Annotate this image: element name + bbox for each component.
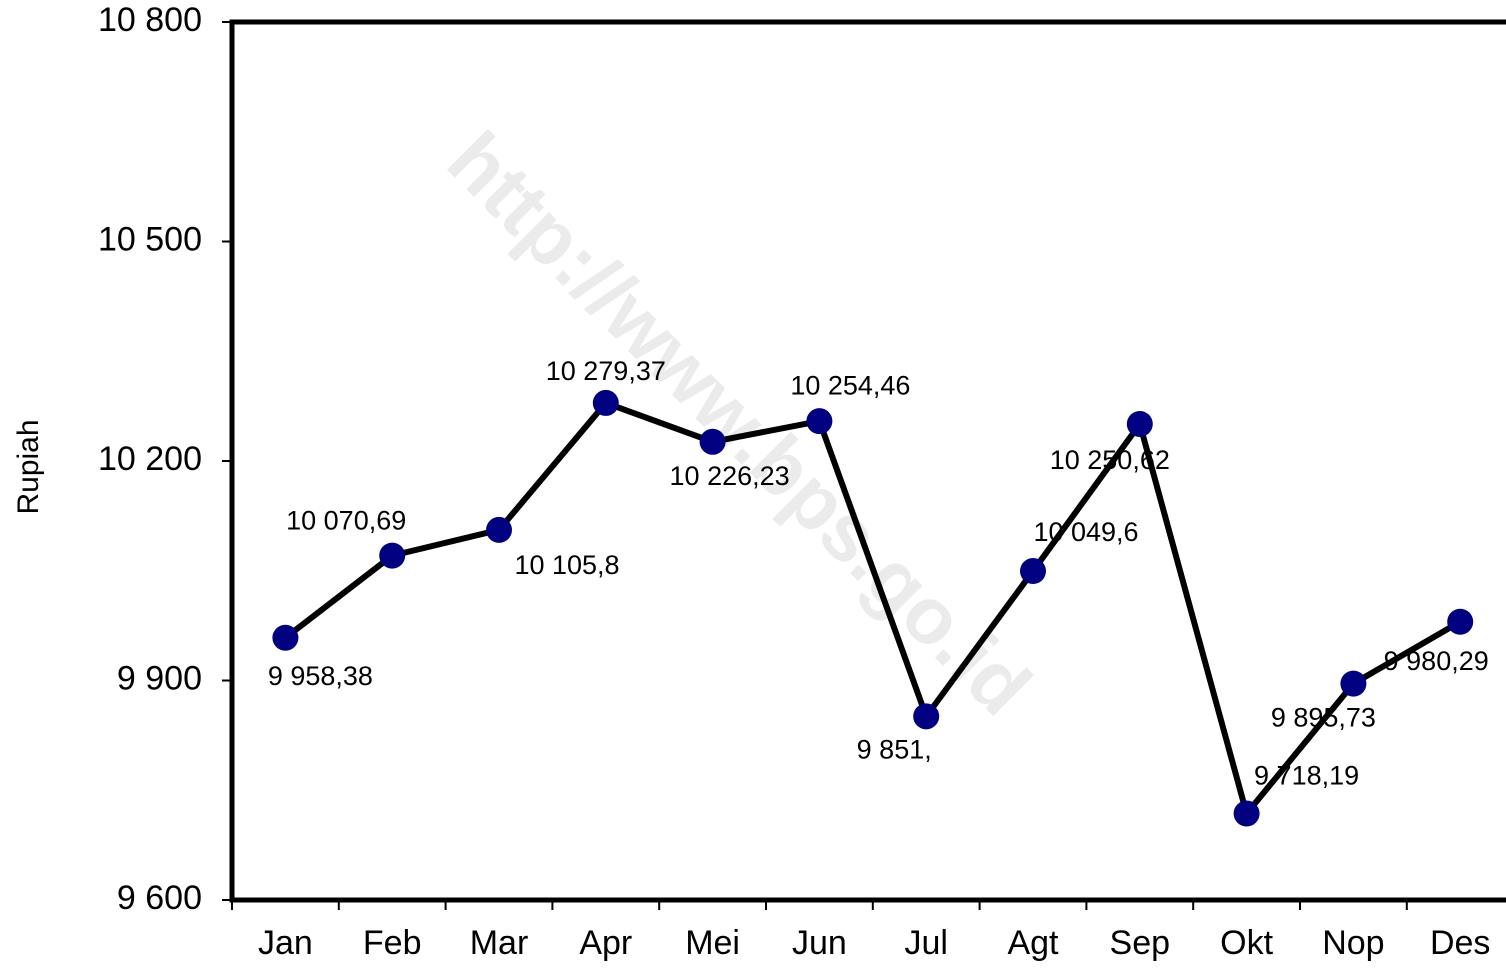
line: [283, 399, 1462, 817]
y-tick-label: 10 200: [98, 440, 202, 478]
marker: [1126, 410, 1153, 437]
x-tick-label: Jun: [792, 924, 847, 962]
x-tick-label: Feb: [363, 924, 422, 962]
y-axis-label: Rupiah: [12, 419, 45, 514]
marker: [699, 428, 726, 455]
marker: [592, 389, 619, 416]
data-label: 9 718,19: [1254, 761, 1359, 791]
x-tick-label: Jul: [904, 924, 947, 962]
marker: [272, 624, 299, 651]
marker: [806, 408, 833, 435]
x-tick-label: Des: [1430, 924, 1490, 962]
marker: [1340, 670, 1367, 697]
x-tick-label: Mar: [470, 924, 529, 962]
marker: [486, 516, 512, 543]
x-tick-label: Mei: [685, 924, 740, 962]
watermark: http://www.bps.go.id: [431, 115, 1048, 732]
x-tick-label: Jan: [258, 924, 313, 962]
x-tick-label: Agt: [1007, 924, 1059, 962]
marker: [913, 703, 940, 730]
data-label: 10 279,37: [546, 356, 666, 386]
data-label: 9 958,38: [268, 661, 373, 691]
data-label: 9 851,: [857, 734, 932, 764]
data-label: 10 105,8: [514, 550, 619, 580]
x-tick-label: Apr: [579, 924, 632, 962]
data-label: 10 070,69: [286, 506, 406, 536]
data-label: 10 226,23: [670, 461, 790, 491]
y-tick-label: 10 500: [98, 220, 202, 258]
marker: [1447, 608, 1474, 635]
y-tick-label: 9 600: [117, 879, 202, 917]
x-tick-label: Sep: [1110, 924, 1171, 962]
marker: [1020, 558, 1046, 585]
data-label: 9 980,29: [1384, 646, 1489, 676]
data-label: 9 895,73: [1271, 703, 1376, 733]
y-tick-label: 9 900: [117, 659, 202, 697]
marker: [1233, 800, 1260, 827]
x-tick-label: Nop: [1322, 924, 1384, 962]
data-label: 10 250,62: [1050, 445, 1170, 475]
x-tick-label: Okt: [1220, 924, 1273, 962]
y-tick-label: 10 800: [98, 1, 202, 39]
data-label: 10 049,6: [1033, 517, 1138, 547]
data-label: 10 254,46: [790, 370, 910, 400]
marker: [379, 542, 406, 569]
